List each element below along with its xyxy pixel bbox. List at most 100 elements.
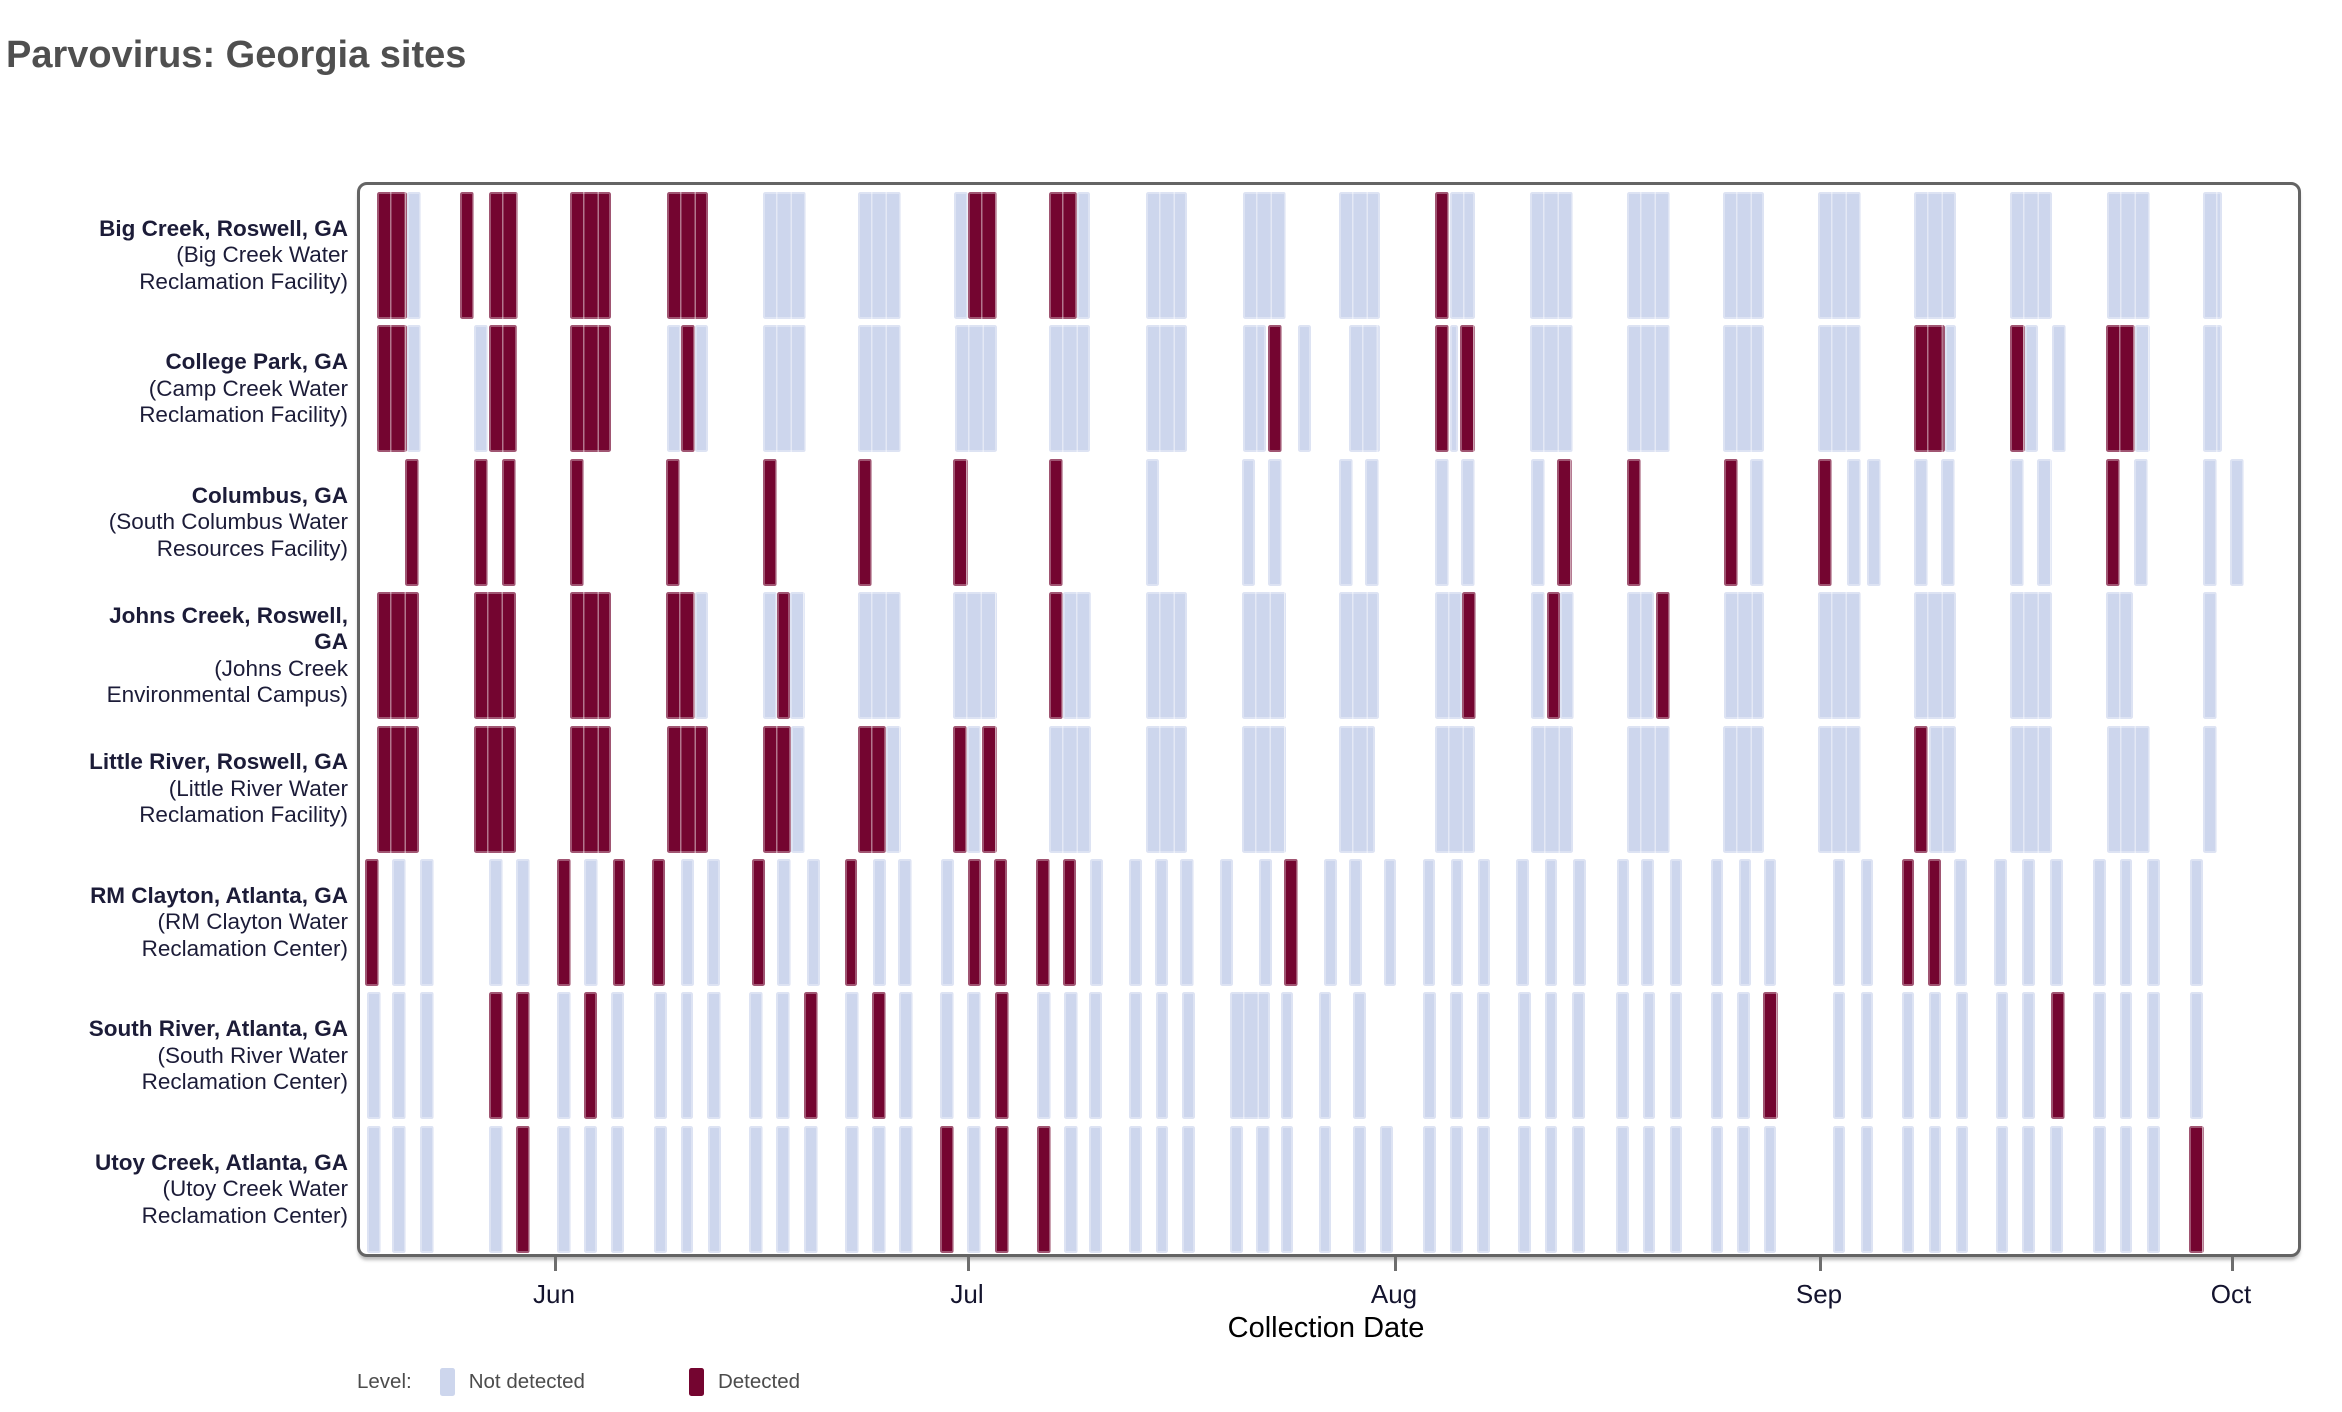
sample-bar-not-detected	[1515, 859, 1529, 986]
sample-bar-not-detected	[1517, 1125, 1531, 1253]
sample-bar-not-detected	[1710, 859, 1723, 986]
sample-bar-not-detected	[488, 859, 503, 986]
sample-bar-not-detected	[1449, 325, 1458, 453]
legend-title: Level:	[357, 1370, 412, 1393]
sample-bar-not-detected	[1722, 325, 1764, 453]
sample-bar-not-detected	[748, 992, 763, 1120]
sample-bar-detected	[940, 1125, 955, 1253]
sample-bar-not-detected	[1379, 1125, 1393, 1253]
sample-bar-not-detected	[2120, 859, 2133, 986]
sample-bar-detected	[1902, 859, 1915, 986]
sample-bar-detected	[1461, 592, 1476, 720]
sample-bar-not-detected	[2203, 192, 2223, 319]
sample-bar-not-detected	[1929, 725, 1957, 853]
sample-bar-not-detected	[1348, 859, 1362, 986]
sample-bar-not-detected	[1156, 992, 1169, 1120]
sample-bar-not-detected	[955, 325, 998, 453]
sample-bar-not-detected	[1867, 458, 1882, 586]
site-label: South River, Atlanta, GA (South River Wat…	[30, 992, 348, 1119]
sample-bar-not-detected	[1861, 859, 1874, 986]
sample-bar-not-detected	[666, 325, 681, 453]
sample-bar-not-detected	[1242, 458, 1256, 586]
sample-bar-not-detected	[1530, 725, 1573, 853]
sample-bar-detected	[1459, 325, 1475, 453]
sample-bar-not-detected	[967, 1125, 982, 1253]
sample-bar-detected	[2010, 325, 2026, 453]
sample-bar-not-detected	[2120, 1125, 2133, 1253]
sample-bar-not-detected	[1669, 992, 1682, 1120]
site-row	[360, 992, 2298, 1120]
sample-bar-not-detected	[2203, 725, 2218, 853]
sample-bar-detected	[1268, 325, 1283, 453]
sample-bar-not-detected	[680, 1125, 693, 1253]
sample-bar-not-detected	[2190, 992, 2204, 1120]
sample-bar-not-detected	[1736, 1125, 1750, 1253]
sample-bar-not-detected	[2203, 592, 2218, 720]
sample-bar-not-detected	[1738, 859, 1751, 986]
sample-bar-not-detected	[556, 1125, 571, 1253]
x-axis-tick-label: Oct	[2210, 1279, 2252, 1309]
sample-bar-detected	[762, 725, 791, 853]
plot-panel	[357, 182, 2301, 1257]
sample-bar-detected	[376, 192, 407, 319]
sample-bar-not-detected	[1736, 992, 1750, 1120]
sample-bar-not-detected	[1064, 1125, 1079, 1253]
sample-bar-detected	[376, 725, 419, 853]
sample-bar-not-detected	[1146, 725, 1188, 853]
sample-bar-not-detected	[1669, 1125, 1682, 1253]
sample-bar-not-detected	[1146, 458, 1160, 586]
site-row	[360, 325, 2298, 453]
sample-bar-not-detected	[406, 325, 421, 453]
sample-bar-not-detected	[583, 859, 598, 986]
sample-bar-detected	[651, 859, 665, 986]
sample-bar-detected	[488, 192, 518, 319]
sample-bar-not-detected	[1146, 325, 1188, 453]
sample-bar-not-detected	[406, 192, 421, 319]
x-axis-tick	[554, 1257, 557, 1271]
sample-bar-not-detected	[1945, 325, 1957, 453]
sample-bar-not-detected	[1077, 192, 1091, 319]
sample-bar-not-detected	[2022, 992, 2036, 1120]
sample-bar-detected	[459, 192, 474, 319]
sample-bar-not-detected	[680, 859, 694, 986]
sample-bar-detected	[1037, 1125, 1052, 1253]
sample-bar-detected	[1655, 592, 1670, 720]
sample-bar-detected	[1626, 458, 1641, 586]
sample-bar-not-detected	[2022, 859, 2036, 986]
site-name-line: Big Creek, Roswell, GA	[99, 215, 348, 241]
sample-bar-not-detected	[1763, 859, 1776, 986]
sample-bar-not-detected	[1422, 859, 1435, 986]
sample-bar-not-detected	[967, 725, 982, 853]
facility-name-line: (Big Creek Water	[176, 242, 348, 268]
sample-bar-not-detected	[1530, 592, 1545, 720]
sample-bar-not-detected	[1763, 1125, 1776, 1253]
sample-bar-not-detected	[1722, 725, 1764, 853]
legend: Level: Not detected Detected	[357, 1368, 800, 1396]
sample-bar-not-detected	[2147, 859, 2161, 986]
sample-bar-not-detected	[610, 992, 624, 1120]
sample-bar-not-detected	[1847, 458, 1862, 586]
sample-bar-detected	[515, 992, 530, 1120]
sample-bar-not-detected	[873, 859, 887, 986]
sample-bar-not-detected	[775, 992, 790, 1120]
sample-bar-not-detected	[1544, 859, 1557, 986]
sample-bar-detected	[666, 192, 708, 319]
facility-name-line: Reclamation Center)	[141, 1202, 348, 1228]
sample-bar-not-detected	[845, 1125, 860, 1253]
sample-bar-not-detected	[1996, 1125, 2009, 1253]
sample-bar-detected	[1434, 192, 1449, 319]
sample-bar-not-detected	[1364, 458, 1379, 586]
sample-bar-not-detected	[1529, 325, 1573, 453]
sample-bar-not-detected	[1450, 859, 1463, 986]
sample-bar-not-detected	[2147, 992, 2161, 1120]
sample-bar-detected	[569, 192, 611, 319]
sample-bar-not-detected	[2134, 458, 2149, 586]
sample-bar-detected	[501, 458, 516, 586]
sample-bar-detected	[751, 859, 765, 986]
sample-bar-not-detected	[789, 592, 805, 720]
sample-bar-not-detected	[1572, 859, 1586, 986]
sample-bar-not-detected	[806, 859, 820, 986]
sample-bar-not-detected	[1230, 992, 1271, 1120]
sample-bar-detected	[1914, 325, 1946, 453]
sample-bar-not-detected	[954, 192, 969, 319]
